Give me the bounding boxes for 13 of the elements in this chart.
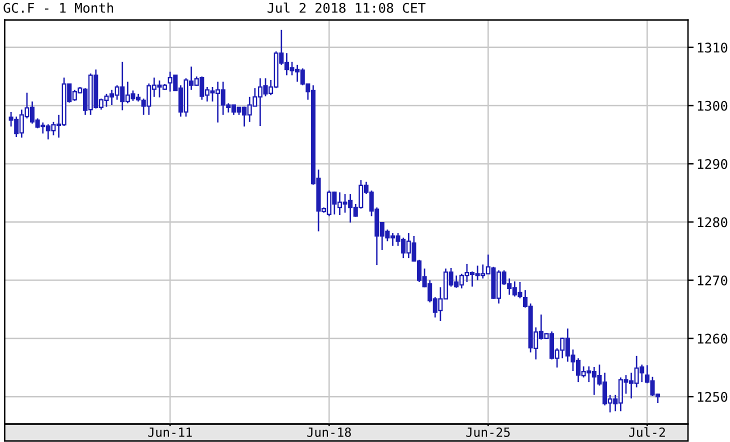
y-tick-label: 1270 <box>698 275 728 286</box>
chart-subtitle: Jul 2 2018 11:08 CET <box>268 2 426 13</box>
y-tick-label: 1310 <box>698 42 728 53</box>
y-tick-label: 1260 <box>698 334 728 344</box>
y-tick-label: 1300 <box>698 100 728 111</box>
x-tick-label: Jul-2 <box>629 427 665 437</box>
y-tick-label: 1280 <box>698 217 728 228</box>
x-tick-label: Jun-25 <box>466 427 510 437</box>
x-tick-label: Jun-18 <box>307 427 351 437</box>
y-tick-label: 1290 <box>698 159 728 170</box>
y-tick-label: 1250 <box>698 392 728 402</box>
x-tick-label: Jun-11 <box>148 428 192 437</box>
chart-title: GC.F - 1 Month <box>4 2 114 13</box>
